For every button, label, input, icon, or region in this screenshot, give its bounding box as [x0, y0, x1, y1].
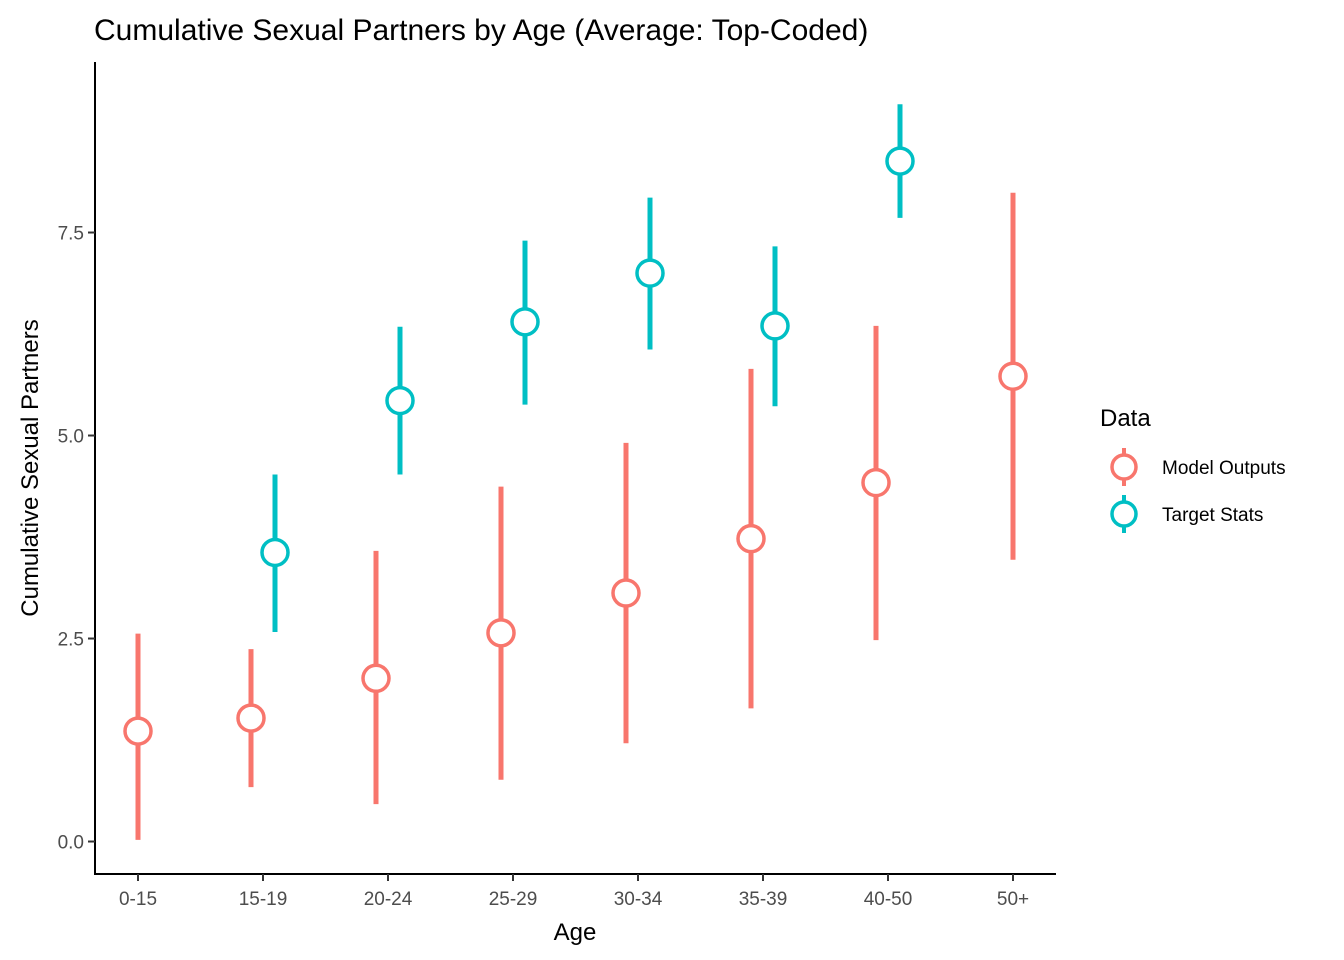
x-tick-label: 40-50 — [864, 889, 913, 910]
legend-item: Model Outputs — [1110, 448, 1286, 486]
x-axis-ticks: 0-15 15-19 20-24 25-29 30-34 35-39 40-50 50+ — [119, 874, 1029, 910]
x-tick-label: 15-19 — [239, 889, 288, 910]
data-point — [736, 523, 766, 554]
data-point — [510, 307, 540, 337]
data-point — [486, 618, 516, 648]
data-marks — [123, 104, 1028, 840]
x-tick-label: 20-24 — [364, 889, 413, 910]
data-point — [635, 258, 665, 288]
data-point — [885, 146, 915, 176]
legend-label: Model Outputs — [1162, 458, 1286, 479]
legend-label: Target Stats — [1162, 505, 1263, 526]
legend-item: Target Stats — [1110, 495, 1263, 533]
data-point — [236, 703, 266, 733]
x-axis-title: Age — [554, 919, 597, 946]
series-model-outputs — [123, 192, 1028, 840]
y-tick-label: 7.5 — [58, 224, 84, 245]
legend-key-point — [1110, 453, 1138, 481]
legend-items: Model Outputs Target Stats — [1110, 448, 1286, 533]
data-point — [260, 537, 290, 568]
data-point — [861, 467, 891, 498]
legend: Data Model Outputs Target Stats — [1100, 405, 1286, 533]
y-tick-label: 5.0 — [58, 427, 84, 448]
data-point — [611, 578, 641, 608]
y-axis-title: Cumulative Sexual Partners — [17, 319, 44, 616]
data-point — [361, 663, 391, 694]
y-tick-label: 2.5 — [58, 630, 84, 651]
plot-area — [123, 104, 1028, 840]
y-axis-ticks: 0.0 2.5 5.0 7.5 — [58, 224, 95, 854]
data-point — [760, 311, 790, 341]
legend-title: Data — [1100, 405, 1151, 432]
data-point — [123, 716, 153, 746]
x-tick-label: 30-34 — [614, 889, 663, 910]
x-tick-label: 50+ — [997, 889, 1029, 910]
x-tick-label: 0-15 — [119, 889, 157, 910]
chart-title: Cumulative Sexual Partners by Age (Avera… — [94, 14, 868, 47]
legend-key-point — [1110, 500, 1138, 528]
data-point — [385, 385, 415, 416]
x-tick-label: 25-29 — [489, 889, 538, 910]
series-target-stats — [260, 104, 915, 633]
y-tick-label: 0.0 — [58, 833, 84, 854]
x-tick-label: 35-39 — [739, 889, 788, 910]
data-point — [998, 361, 1028, 391]
